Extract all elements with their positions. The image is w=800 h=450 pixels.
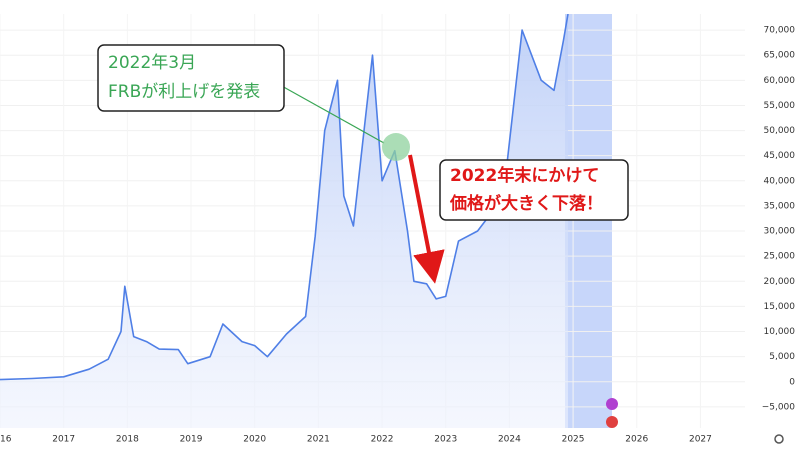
callout-text: 2022年末にかけて bbox=[450, 165, 599, 186]
x-tick-label: 2018 bbox=[116, 435, 139, 445]
shaded-region bbox=[565, 14, 612, 428]
highlight bbox=[382, 133, 410, 161]
y-tick-label: 5,000 bbox=[769, 352, 795, 362]
y-tick-label: 60,000 bbox=[764, 76, 796, 86]
x-tick-label: 2017 bbox=[52, 435, 75, 445]
callout-box bbox=[97, 44, 285, 112]
event-icon[interactable] bbox=[606, 398, 618, 410]
x-tick-label: 2026 bbox=[625, 435, 648, 445]
x-tick-label: 2025 bbox=[562, 435, 585, 445]
area bbox=[0, 14, 568, 428]
x-tick-label: 2024 bbox=[498, 435, 521, 445]
x-tick-label: 2019 bbox=[180, 435, 203, 445]
y-tick-label: 10,000 bbox=[764, 327, 796, 337]
y-tick-label: 50,000 bbox=[764, 126, 796, 136]
y-tick-label: 35,000 bbox=[764, 201, 796, 211]
connector bbox=[279, 84, 385, 144]
y-tick-label: 45,000 bbox=[764, 151, 796, 161]
callout-text: 2022年3月 bbox=[108, 53, 196, 73]
y-tick-label: 15,000 bbox=[764, 302, 796, 312]
callout-box bbox=[439, 159, 629, 221]
arrow bbox=[408, 154, 445, 284]
y-tick-label: 20,000 bbox=[764, 277, 796, 287]
settings-icon[interactable] bbox=[774, 434, 784, 444]
callout-text: FRBが利上げを発表 bbox=[108, 82, 260, 102]
y-tick-label: 30,000 bbox=[764, 227, 796, 237]
y-tick-label: 65,000 bbox=[764, 51, 796, 61]
y-tick-label: −5,000 bbox=[762, 402, 796, 412]
x-tick-label: 2027 bbox=[689, 435, 712, 445]
callout-text: 価格が大きく下落！ bbox=[449, 193, 603, 214]
y-tick-label: 40,000 bbox=[764, 176, 796, 186]
y-tick-label: 0 bbox=[789, 377, 795, 387]
x-tick-label: 2020 bbox=[243, 435, 266, 445]
y-tick-label: 70,000 bbox=[764, 26, 796, 36]
x-tick-label: 2021 bbox=[307, 435, 330, 445]
flag-icon[interactable] bbox=[606, 416, 618, 428]
y-tick-label: 25,000 bbox=[764, 252, 796, 262]
x-tick-label: 2023 bbox=[434, 435, 457, 445]
price-line bbox=[0, 14, 569, 381]
x-tick-label: 2016 bbox=[0, 435, 12, 445]
x-tick-label: 2022 bbox=[371, 435, 394, 445]
y-tick-label: 55,000 bbox=[764, 101, 796, 111]
